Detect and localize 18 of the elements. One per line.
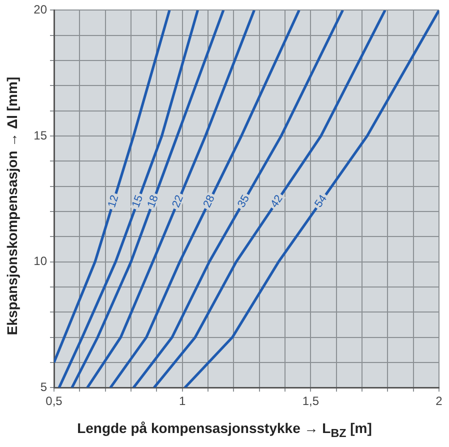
text: 35 [236, 193, 252, 210]
x-tick-label: 0,5 [46, 394, 63, 408]
text: 12 [106, 194, 122, 210]
y-tick-label: 20 [34, 2, 48, 17]
x-tick-label: 1 [178, 394, 186, 408]
text: 15 [130, 194, 146, 210]
text: 54 [312, 192, 330, 210]
text: 28 [201, 193, 218, 210]
y-tick-label: 5 [40, 380, 48, 394]
x-axis-title: Lengde på kompensasjonsstykke → L$_{BZ}$ [m] [76, 420, 373, 440]
y-axis-title: Ekspansjonskompensasjon → Δl [mm] [4, 76, 20, 336]
x-tick-label: 2 [436, 394, 443, 408]
text: 42 [268, 193, 286, 210]
y-tick-label: 15 [34, 128, 48, 142]
x-tick-label: 1,5 [302, 394, 320, 408]
y-tick-label: 10 [34, 254, 48, 268]
text: 22 [170, 193, 186, 210]
text: 18 [145, 194, 161, 210]
